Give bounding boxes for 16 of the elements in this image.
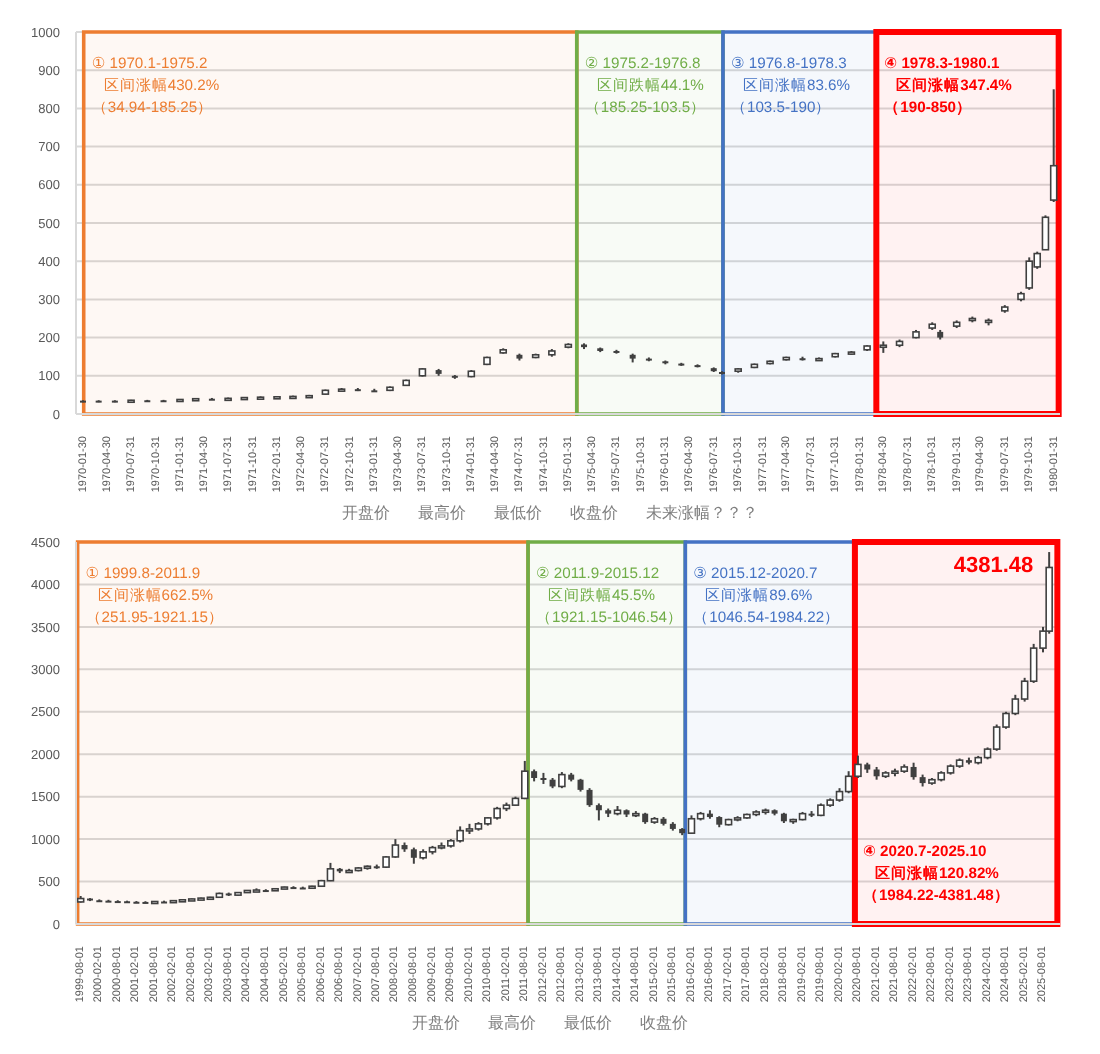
- candlestick: [326, 861, 335, 883]
- text: 未来涨幅？？？: [646, 502, 758, 526]
- text: 收盘价: [570, 502, 618, 526]
- candlestick: [1041, 214, 1050, 251]
- text: 收盘价: [640, 1012, 688, 1036]
- candlestick: [520, 759, 529, 801]
- candlestick: [1025, 256, 1034, 291]
- text: 最低价: [564, 1012, 612, 1036]
- text: 最高价: [488, 1012, 536, 1036]
- candlestick: [586, 787, 593, 808]
- text: 最低价: [494, 502, 542, 526]
- text: 开盘价: [412, 1012, 460, 1036]
- text: 开盘价: [342, 502, 390, 526]
- text: 最高价: [418, 502, 466, 526]
- annotation: 4381.48: [953, 554, 1034, 579]
- candlestick: [1049, 88, 1058, 203]
